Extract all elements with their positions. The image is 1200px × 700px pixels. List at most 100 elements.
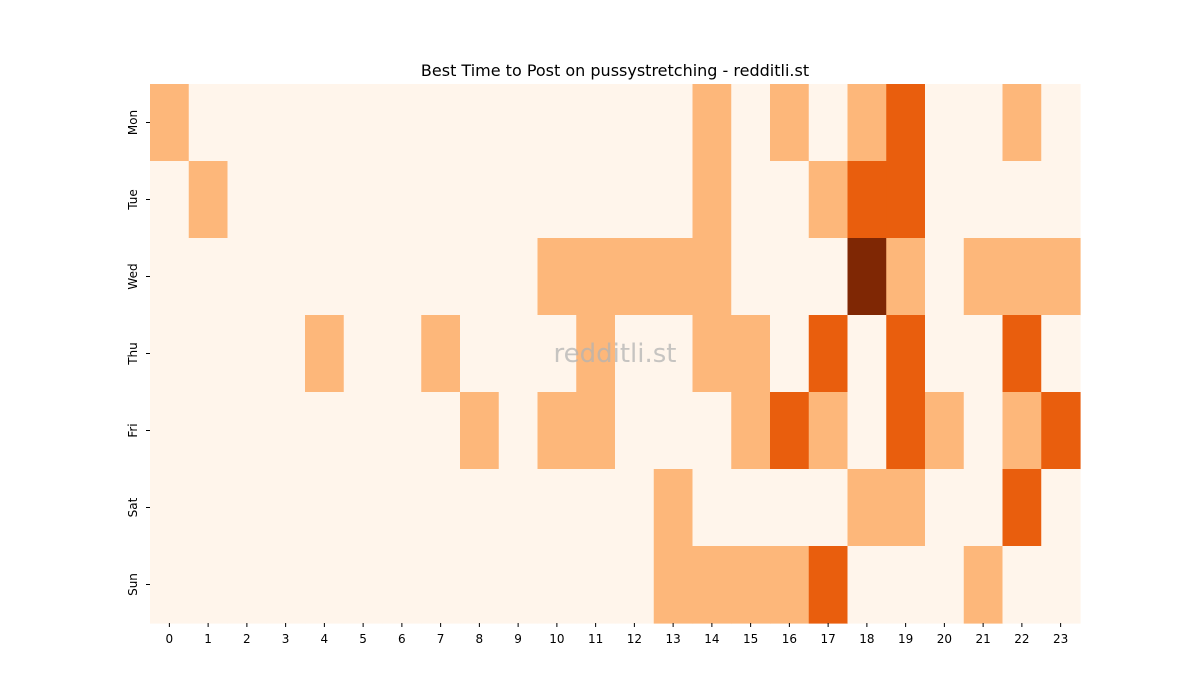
heatmap-cell (692, 84, 732, 162)
heatmap-cell (305, 546, 345, 624)
heatmap-cell (731, 546, 771, 624)
heatmap-cell (847, 238, 887, 316)
heatmap-cell (421, 546, 461, 624)
heatmap-cell (653, 546, 694, 624)
heatmap-cell (886, 469, 926, 547)
y-tick-label: Thu (126, 342, 140, 366)
heatmap-cell (653, 238, 694, 316)
heatmap-cell (227, 84, 267, 162)
heatmap-cell (692, 469, 732, 547)
heatmap-cell (808, 469, 849, 547)
heatmap-cell (1041, 84, 1081, 162)
heatmap-cell (382, 161, 422, 239)
heatmap-cell (886, 84, 926, 162)
heatmap-cell (653, 469, 694, 547)
heatmap-cell (460, 84, 500, 162)
heatmap-cell (382, 469, 422, 547)
x-tick-label: 3 (282, 632, 290, 646)
heatmap-cell (925, 469, 965, 547)
heatmap-cell (343, 546, 384, 624)
x-tick-label: 4 (321, 632, 329, 646)
heatmap-cell (770, 84, 810, 162)
heatmap-cell (188, 238, 229, 316)
heatmap-cell (421, 161, 461, 239)
heatmap-cell (537, 161, 577, 239)
heatmap-cell (343, 469, 384, 547)
heatmap-cell (615, 315, 655, 393)
heatmap-cell (498, 161, 539, 239)
heatmap-cell (266, 392, 306, 470)
heatmap-cell (925, 315, 965, 393)
heatmap-cell (537, 546, 577, 624)
heatmap-cell (421, 392, 461, 470)
heatmap-cell (266, 546, 306, 624)
heatmap-cell (421, 84, 461, 162)
heatmap-cell (770, 469, 810, 547)
x-tick-label: 19 (898, 632, 913, 646)
heatmap-cell (770, 315, 810, 393)
heatmap-cell (731, 392, 771, 470)
x-tick-label: 6 (398, 632, 406, 646)
heatmap-cell (266, 238, 306, 316)
heatmap-cell (886, 238, 926, 316)
heatmap-cell (343, 84, 384, 162)
heatmap-cell (692, 161, 732, 239)
x-tick-label: 14 (704, 632, 719, 646)
heatmap-cell (1041, 315, 1081, 393)
heatmap-cell (305, 238, 345, 316)
heatmap-cell (808, 238, 849, 316)
heatmap-cell (1002, 315, 1042, 393)
heatmap-cell (188, 469, 229, 547)
heatmap-cell (808, 161, 849, 239)
heatmap-cell (1041, 238, 1081, 316)
heatmap-cell (925, 238, 965, 316)
x-tick-label: 10 (549, 632, 564, 646)
heatmap-cell (731, 469, 771, 547)
heatmap-cell (847, 161, 887, 239)
heatmap-cell (847, 315, 887, 393)
heatmap-cell (653, 392, 694, 470)
heatmap-cell (150, 469, 190, 547)
heatmap-cell (963, 238, 1004, 316)
heatmap-cell (188, 392, 229, 470)
heatmap-cell (731, 84, 771, 162)
heatmap-cell (808, 315, 849, 393)
heatmap-cell (1041, 469, 1081, 547)
heatmap-cell (847, 84, 887, 162)
heatmap-cell (576, 238, 616, 316)
heatmap-cell (886, 392, 926, 470)
heatmap-cell (382, 315, 422, 393)
x-tick-label: 15 (743, 632, 758, 646)
heatmap-cell (692, 315, 732, 393)
heatmap-cells (150, 84, 1081, 624)
x-tick-label: 21 (975, 632, 990, 646)
heatmap-cell (615, 161, 655, 239)
y-tick-label: Sat (126, 497, 140, 517)
heatmap-cell (460, 161, 500, 239)
heatmap-cell (847, 546, 887, 624)
heatmap-cell (382, 392, 422, 470)
heatmap-cell (615, 238, 655, 316)
heatmap-cell (460, 238, 500, 316)
x-tick-label: 11 (588, 632, 603, 646)
heatmap-cell (731, 238, 771, 316)
heatmap-cell (1041, 392, 1081, 470)
heatmap-cell (460, 546, 500, 624)
heatmap-cell (808, 392, 849, 470)
heatmap-cell (770, 161, 810, 239)
heatmap-cell (770, 238, 810, 316)
heatmap-cell (925, 84, 965, 162)
heatmap-cell (343, 238, 384, 316)
heatmap-cell (305, 392, 345, 470)
heatmap-cell (615, 546, 655, 624)
x-tick-label: 16 (782, 632, 797, 646)
x-tick-label: 0 (166, 632, 174, 646)
heatmap-cell (227, 315, 267, 393)
heatmap-cell (576, 392, 616, 470)
x-tick-label: 7 (437, 632, 445, 646)
heatmap-cell (1002, 546, 1042, 624)
heatmap-cell (615, 84, 655, 162)
x-tick-label: 12 (627, 632, 642, 646)
heatmap-cell (1002, 469, 1042, 547)
